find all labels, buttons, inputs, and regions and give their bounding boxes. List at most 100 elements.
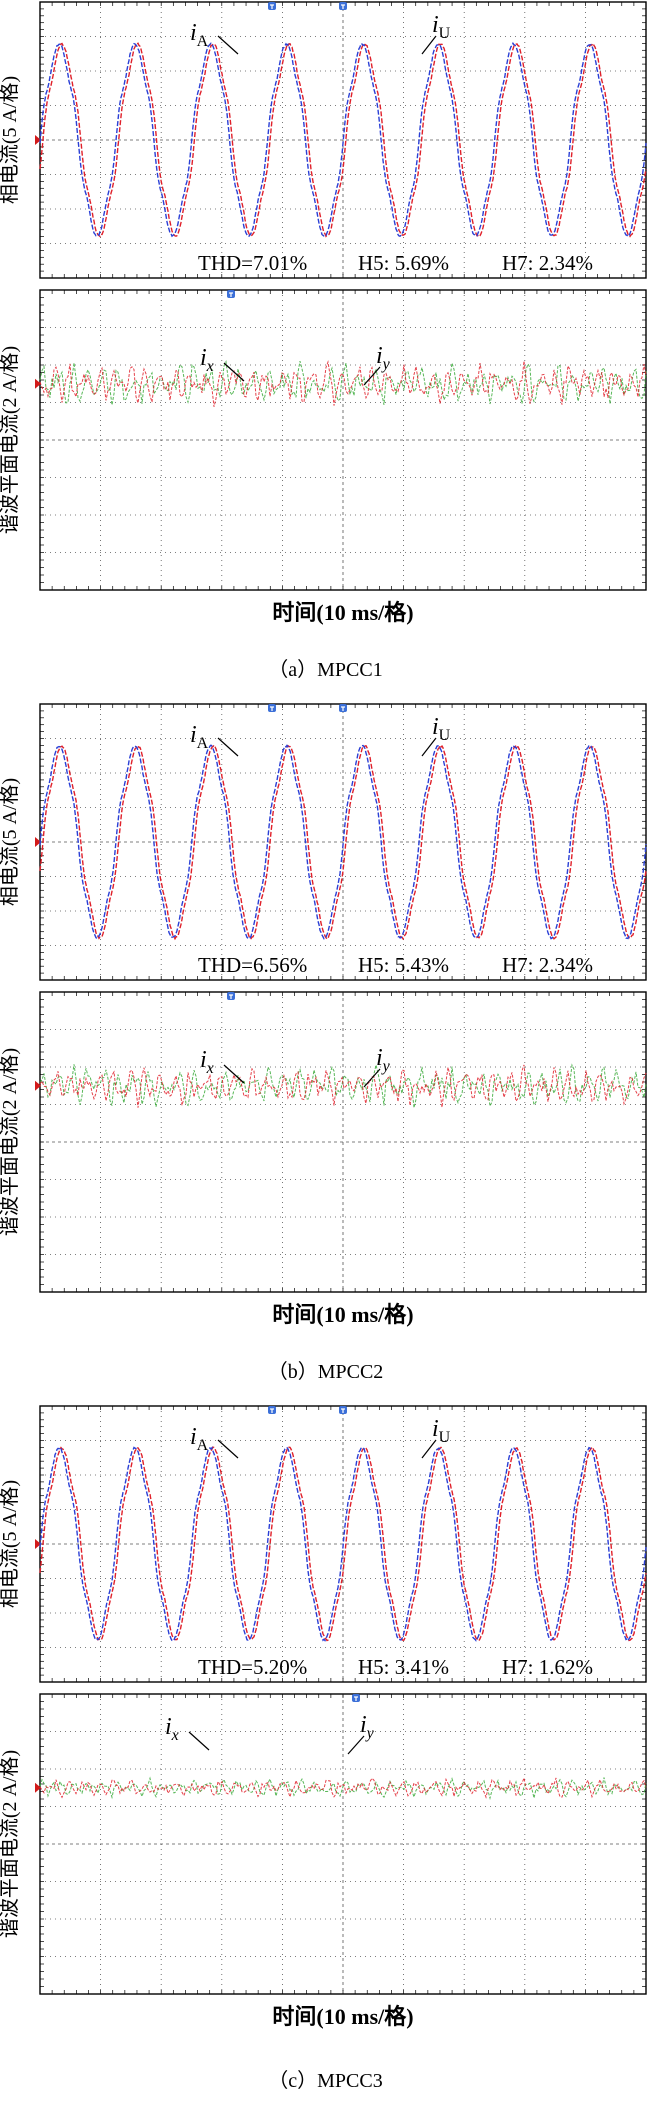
series-ix: [39, 1064, 647, 1108]
series-iA: [39, 1446, 647, 1642]
label-sub: x: [171, 1727, 179, 1744]
leader-iA: [217, 737, 239, 757]
thd-value: THD=6.56%: [198, 953, 307, 977]
trigger-icon: [339, 704, 347, 712]
trigger-icon: [227, 290, 235, 298]
label-main: i: [200, 345, 207, 371]
label-sub: x: [206, 1060, 214, 1077]
x-axis-label: 时间(10 ms/格): [272, 600, 413, 625]
series-label-iA: iA: [190, 20, 209, 50]
label-main: i: [432, 714, 439, 740]
label-main: i: [376, 1045, 383, 1071]
h5-value: H5: 3.41%: [358, 1655, 449, 1679]
top-ylabel: 相电流(5 A/格): [0, 778, 21, 906]
leader-ix: [188, 1731, 210, 1751]
series-label-iU: iU: [432, 12, 451, 42]
series-iU: [39, 743, 647, 941]
ground-marker: [35, 1539, 41, 1549]
trigger-icon: [227, 992, 235, 1000]
series-iA: [39, 41, 647, 238]
bottom-ylabel: 谐波平面电流(2 A/格): [0, 1048, 21, 1236]
label-main: i: [432, 12, 439, 38]
bottom-plot: [39, 1693, 647, 1995]
label-sub: A: [197, 1437, 209, 1454]
bottom-plot: [39, 289, 647, 591]
h5-value: H5: 5.69%: [358, 251, 449, 275]
top-ylabel: 相电流(5 A/格): [0, 1480, 21, 1608]
trigger-icon: [268, 704, 276, 712]
leader-ix: [223, 362, 245, 382]
bottom-plot: [39, 991, 647, 1293]
leader-iU: [421, 1439, 437, 1459]
trigger-icon: [268, 2, 276, 10]
figure-c: 相电流(5 A/格) iA iU THD=5.20% H5: 3.41% H7: 1.62…: [0, 1404, 651, 2104]
trigger-icon: [352, 1694, 360, 1702]
label-sub: y: [381, 356, 391, 373]
series-label-iy: iy: [360, 1712, 375, 1742]
h7-value: H7: 2.34%: [502, 953, 593, 977]
trigger-icon: [268, 1406, 276, 1414]
leader-ix: [223, 1064, 245, 1084]
caption: （a）MPCC1: [268, 659, 383, 681]
series-label-iy: iy: [376, 343, 391, 373]
ground-marker: [35, 1080, 41, 1091]
label-sub: A: [197, 735, 209, 752]
bottom-ylabel: 谐波平面电流(2 A/格): [0, 1750, 21, 1938]
h7-value: H7: 2.34%: [502, 251, 593, 275]
ground-marker: [35, 378, 41, 389]
label-main: i: [190, 20, 197, 46]
leader-iy: [363, 1068, 381, 1088]
thd-value: THD=5.20%: [198, 1655, 307, 1679]
label-main: i: [200, 1047, 207, 1073]
label-sub: x: [206, 358, 214, 375]
series-ix: [39, 360, 647, 407]
caption: （c）MPCC3: [268, 2070, 383, 2092]
series-iU: [39, 1446, 647, 1642]
h7-value: H7: 1.62%: [502, 1655, 593, 1679]
caption: （b）MPCC2: [267, 1361, 384, 1383]
top-plot: [39, 1, 647, 279]
label-main: i: [376, 343, 383, 369]
series-label-ix: ix: [200, 345, 214, 375]
ground-marker: [35, 1782, 41, 1793]
label-sub: U: [439, 25, 451, 42]
series-label-ix: ix: [200, 1047, 214, 1077]
leader-iy: [363, 366, 381, 386]
series-iU: [39, 42, 647, 238]
figure-a: 相电流(5 A/格) iA iU THD=7.01% H5: 5.69% H7: 2.34…: [0, 0, 651, 700]
h5-value: H5: 5.43%: [358, 953, 449, 977]
series-ix: [39, 1776, 647, 1799]
x-axis-label: 时间(10 ms/格): [272, 2004, 413, 2029]
ground-marker: [35, 837, 41, 847]
ground-marker: [35, 135, 41, 145]
top-plot: [39, 703, 647, 981]
label-main: i: [165, 1714, 172, 1740]
label-main: i: [190, 722, 197, 748]
series-label-iU: iU: [432, 1416, 451, 1446]
trigger-icon: [339, 1406, 347, 1414]
x-axis-label: 时间(10 ms/格): [272, 1302, 413, 1327]
series-label-iU: iU: [432, 714, 451, 744]
label-main: i: [360, 1712, 367, 1738]
label-sub: U: [439, 1429, 451, 1446]
top-ylabel: 相电流(5 A/格): [0, 76, 21, 204]
bottom-ylabel: 谐波平面电流(2 A/格): [0, 346, 21, 534]
series-iA: [39, 744, 647, 940]
series-label-iy: iy: [376, 1045, 391, 1075]
label-sub: y: [381, 1058, 391, 1075]
thd-value: THD=7.01%: [198, 251, 307, 275]
series-label-iA: iA: [190, 722, 209, 752]
series-label-iA: iA: [190, 1424, 209, 1454]
leader-iy: [347, 1735, 365, 1755]
leader-iA: [217, 35, 239, 55]
label-sub: y: [365, 1725, 375, 1742]
label-main: i: [432, 1416, 439, 1442]
label-main: i: [190, 1424, 197, 1450]
trigger-icon: [339, 2, 347, 10]
label-sub: A: [197, 33, 209, 50]
leader-iU: [421, 35, 437, 55]
leader-iU: [421, 737, 437, 757]
